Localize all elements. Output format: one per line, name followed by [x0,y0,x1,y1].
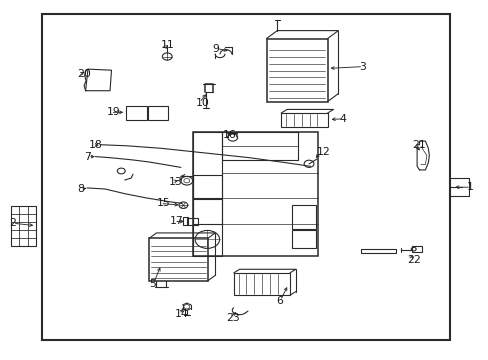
Bar [193,199,221,224]
Bar [11,206,19,214]
Text: 22: 22 [406,255,420,265]
Text: 23: 23 [225,312,239,323]
Bar [183,217,187,225]
Bar [222,132,298,160]
Text: 9: 9 [212,44,219,54]
Bar [411,246,422,252]
Text: 19: 19 [106,107,120,117]
Bar [126,106,146,120]
Bar [19,230,28,238]
Bar [19,222,28,230]
Bar [19,206,28,214]
Bar [360,249,395,253]
Bar [28,206,36,214]
Text: 20: 20 [77,69,91,79]
Bar [28,238,36,246]
Bar [193,175,221,198]
Text: 3: 3 [359,62,366,72]
Bar [233,273,289,295]
Bar [291,230,316,248]
Text: 16: 16 [222,130,236,140]
Bar [147,106,168,120]
Bar [28,230,36,238]
Text: 2: 2 [9,218,16,228]
Text: 13: 13 [168,177,182,187]
Text: 7: 7 [84,152,91,162]
Text: 4: 4 [339,114,346,124]
Text: 18: 18 [89,140,102,150]
Text: 12: 12 [316,147,330,157]
Bar [11,222,19,230]
Bar [186,218,197,225]
Text: 17: 17 [170,216,183,226]
Bar [11,238,19,246]
Bar [11,214,19,222]
Bar [19,214,28,222]
Text: 14: 14 [175,309,188,319]
Text: 8: 8 [77,184,84,194]
Bar [291,205,316,229]
Bar [28,222,36,230]
Bar [266,39,327,102]
Bar [149,238,207,281]
Bar [11,206,36,246]
Bar [11,230,19,238]
Text: 5: 5 [149,279,156,289]
Bar [19,238,28,246]
Text: 10: 10 [195,98,209,108]
Text: 15: 15 [156,198,170,208]
Bar [41,14,449,340]
Text: 6: 6 [276,296,283,306]
Bar [193,132,317,256]
Bar [281,113,327,127]
Text: 1: 1 [466,182,473,192]
Text: 21: 21 [411,140,425,150]
Bar [193,132,221,256]
Text: 11: 11 [160,40,174,50]
Bar [28,214,36,222]
